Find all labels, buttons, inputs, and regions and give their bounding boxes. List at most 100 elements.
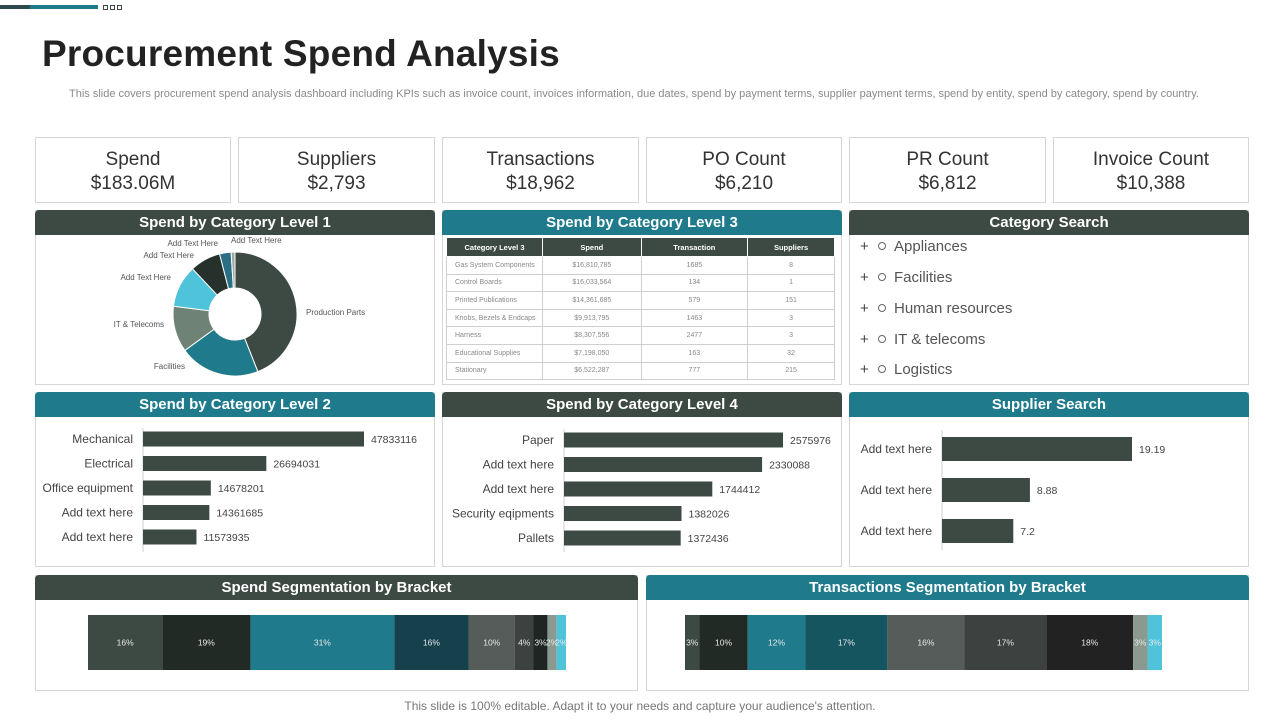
- accent-bar: [0, 5, 98, 9]
- slide-marker-icon: [103, 5, 108, 10]
- pie-label: Add Text Here: [167, 239, 218, 248]
- kpi-value: $2,793: [307, 173, 366, 194]
- slide-marker-icon: [110, 5, 115, 10]
- segment-bar: [468, 615, 515, 670]
- segment-label: 17%: [838, 638, 855, 648]
- plus-icon[interactable]: +: [860, 361, 869, 378]
- panel-header-category-search: Category Search: [849, 210, 1249, 235]
- table-row: Printed Publications $14,361,685 579 151: [446, 291, 835, 310]
- kpi-value: $18,962: [506, 173, 575, 194]
- segment-label: 16%: [917, 638, 934, 648]
- table-cell: Stationary: [446, 361, 543, 381]
- bar: [942, 478, 1030, 502]
- panel-header-category-level-4: Spend by Category Level 4: [442, 392, 842, 417]
- kpi-label: PO Count: [702, 149, 786, 170]
- segment-bar: [1046, 615, 1134, 670]
- bar: [942, 437, 1132, 461]
- pie-label: Add Text Here: [231, 236, 282, 245]
- kpi-spend: Spend $183.06M: [35, 137, 231, 203]
- category-search-item[interactable]: + Logistics: [860, 361, 952, 378]
- bar: [564, 506, 682, 521]
- bar-value-label: 47833116: [371, 434, 417, 446]
- segment-label: 3%: [1134, 638, 1147, 648]
- radio-icon[interactable]: [878, 273, 886, 281]
- segment-label: 12%: [768, 638, 785, 648]
- plus-icon[interactable]: +: [860, 300, 869, 317]
- segment-label: 3%: [686, 638, 699, 648]
- segment-label: 19%: [198, 638, 215, 648]
- segment-bar: [250, 615, 395, 670]
- panel-header-category-level-3: Spend by Category Level 3: [442, 210, 842, 235]
- plus-icon[interactable]: +: [860, 269, 869, 286]
- page-title: Procurement Spend Analysis: [42, 33, 560, 74]
- segment-label: 16%: [423, 638, 440, 648]
- table-cell: 215: [747, 361, 835, 381]
- segment-label: 2%: [546, 638, 559, 648]
- kpi-value: $183.06M: [90, 173, 176, 194]
- bar: [143, 431, 364, 447]
- bar-value-label: 19.19: [1139, 444, 1165, 456]
- segment-bar: [533, 615, 548, 670]
- segment-bar: [1147, 615, 1162, 670]
- segment-bar: [88, 615, 163, 670]
- segment-bar: [514, 615, 534, 670]
- kpi-label: Suppliers: [296, 149, 377, 170]
- page-subtitle: This slide covers procurement spend anal…: [69, 88, 1199, 100]
- kpi-invoice-count: Invoice Count $10,388: [1053, 137, 1249, 203]
- bar-category-label: Add text here: [62, 506, 134, 520]
- segment-label: 3%: [1149, 638, 1162, 648]
- category-search-label: Human resources: [894, 300, 1013, 317]
- panel-category-search: [849, 210, 1249, 385]
- kpi-label: Transactions: [486, 149, 595, 170]
- bar-category-label: Paper: [522, 433, 554, 447]
- bar: [942, 519, 1014, 543]
- category-search-label: Facilities: [894, 269, 953, 286]
- plus-icon[interactable]: +: [860, 331, 869, 348]
- pie-slice: [234, 251, 298, 373]
- segment-label: 17%: [997, 638, 1014, 648]
- category-search-item[interactable]: + Human resources: [860, 300, 1012, 317]
- table-row: Knobs, Bezels & Endcaps $9,913,795 1463 …: [446, 308, 835, 328]
- pie-label: IT & Telecoms: [114, 320, 164, 329]
- bar-category-label: Add text here: [62, 530, 134, 544]
- radio-icon[interactable]: [878, 335, 886, 343]
- radio-icon[interactable]: [878, 242, 886, 250]
- segment-label: 2%: [555, 638, 568, 648]
- segment-bar: [394, 615, 469, 670]
- bar-category-label: Electrical: [84, 457, 133, 471]
- kpi-value: $6,210: [714, 173, 774, 194]
- pie-label: Production Parts: [306, 308, 365, 317]
- kpi-pr-count: PR Count $6,812: [849, 137, 1046, 203]
- bar-value-label: 2575976: [790, 435, 831, 447]
- radio-icon[interactable]: [878, 304, 886, 312]
- segment-bar: [162, 615, 251, 670]
- radio-icon[interactable]: [878, 365, 886, 373]
- segment-bar: [547, 615, 557, 670]
- panel-category-level-2: [35, 392, 435, 567]
- panel-header-transactions-segmentation: Transactions Segmentation by Bracket: [646, 575, 1249, 600]
- category-search-label: IT & telecoms: [894, 331, 986, 348]
- segment-bar: [964, 615, 1047, 670]
- segment-bar: [1133, 615, 1148, 670]
- category-search-item[interactable]: + Appliances: [860, 238, 967, 255]
- pie-label: Add Text Here: [120, 273, 171, 282]
- panel-header-spend-segmentation: Spend Segmentation by Bracket: [35, 575, 638, 600]
- segment-label: 4%: [518, 638, 531, 648]
- table-row: Gas System Components $16,810,785 1685 8: [446, 256, 835, 275]
- plus-icon[interactable]: +: [860, 238, 869, 255]
- panel-supplier-search: [849, 392, 1249, 567]
- segment-label: 31%: [314, 638, 331, 648]
- kpi-value: $10,388: [1116, 173, 1186, 194]
- segment-label: 3%: [534, 638, 547, 648]
- pie-label: Add Text Here: [143, 251, 194, 260]
- category-search-item[interactable]: + IT & telecoms: [860, 331, 985, 348]
- kpi-suppliers: Suppliers $2,793: [238, 137, 435, 203]
- bar-category-label: Add text here: [861, 483, 933, 497]
- segment-label: 16%: [117, 638, 134, 648]
- table-header: Transaction: [640, 237, 749, 257]
- bar-value-label: 14678201: [218, 483, 265, 495]
- bar-category-label: Add text here: [861, 524, 933, 538]
- bar-value-label: 2330088: [769, 460, 810, 472]
- category-search-item[interactable]: + Facilities: [860, 269, 952, 286]
- panel-header-category-level-1: Spend by Category Level 1: [35, 210, 435, 235]
